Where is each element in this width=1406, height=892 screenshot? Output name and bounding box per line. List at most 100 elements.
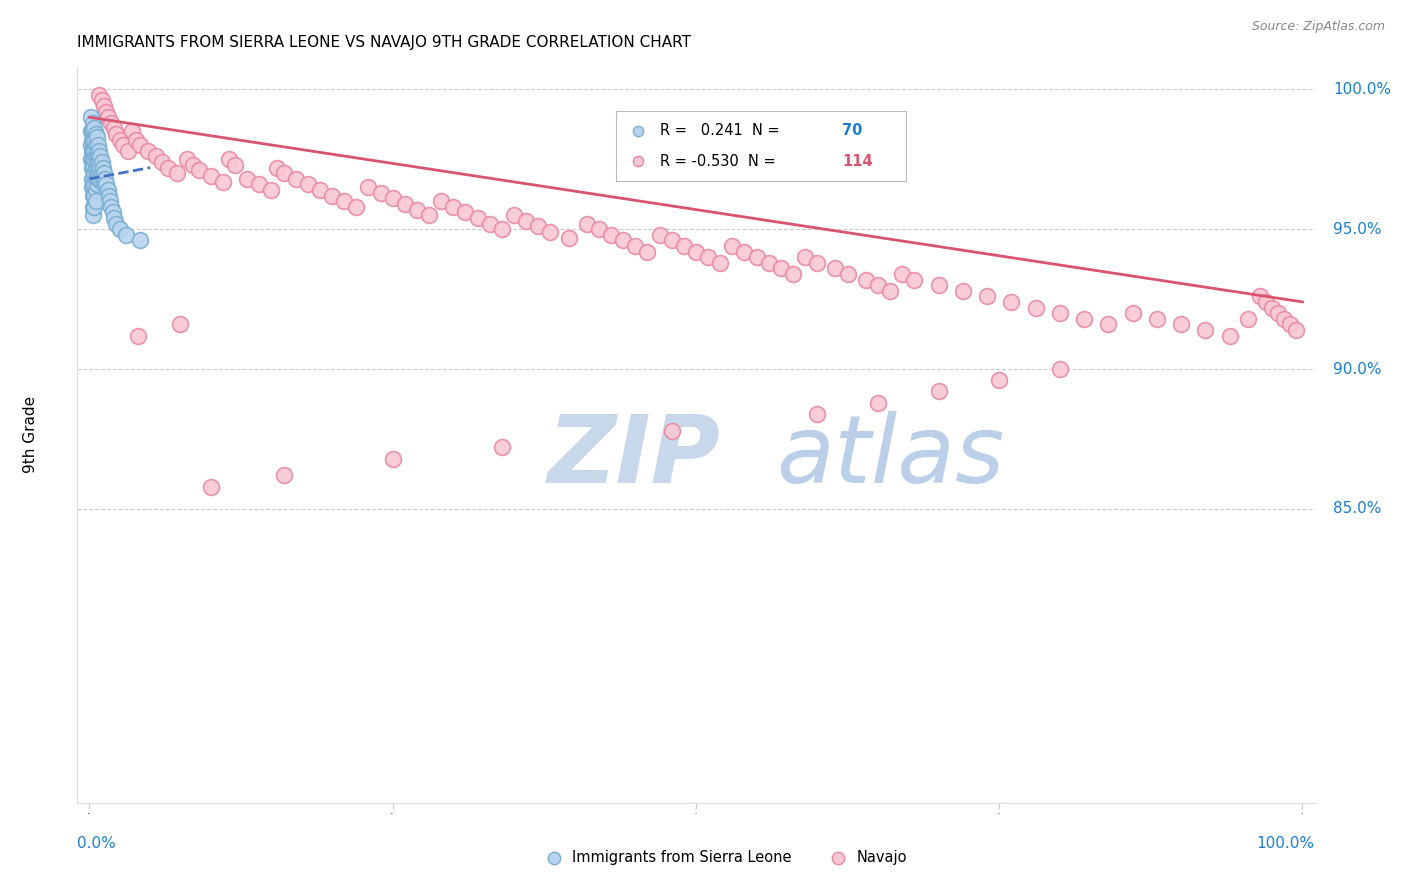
Point <box>105 127 128 141</box>
Point <box>1267 306 1289 320</box>
Point <box>108 222 131 236</box>
Point <box>381 451 404 466</box>
Point <box>406 202 429 217</box>
Text: 70: 70 <box>842 123 862 138</box>
Point <box>491 441 513 455</box>
Point <box>79 124 101 138</box>
Point <box>557 230 579 244</box>
Point <box>333 194 356 209</box>
Point <box>83 133 105 147</box>
Point <box>1170 318 1192 332</box>
Point <box>636 244 658 259</box>
Point <box>627 325 650 339</box>
Point <box>93 99 115 113</box>
Point <box>86 166 108 180</box>
Point <box>218 153 240 167</box>
Point <box>321 188 343 202</box>
Point <box>97 188 120 202</box>
Point <box>80 144 103 158</box>
Point <box>952 284 974 298</box>
Text: 100.0%: 100.0% <box>1257 836 1315 851</box>
Point <box>82 133 104 147</box>
Point <box>82 124 104 138</box>
Point <box>538 225 561 239</box>
Point <box>80 133 103 147</box>
Point <box>357 180 380 194</box>
Point <box>89 144 111 158</box>
Point <box>98 194 121 209</box>
Point <box>1025 301 1047 315</box>
Text: 114: 114 <box>842 154 873 169</box>
Point <box>80 124 103 138</box>
Point <box>97 183 120 197</box>
Point <box>855 272 877 286</box>
Text: 9th Grade: 9th Grade <box>22 396 38 474</box>
Point <box>1073 311 1095 326</box>
Point <box>127 328 149 343</box>
FancyBboxPatch shape <box>616 111 907 181</box>
Point <box>309 183 332 197</box>
Point <box>588 222 610 236</box>
Point <box>112 138 135 153</box>
Text: Source: ZipAtlas.com: Source: ZipAtlas.com <box>1251 20 1385 33</box>
Point <box>90 155 112 169</box>
Point <box>344 200 367 214</box>
Point <box>84 194 107 209</box>
Point <box>83 153 105 167</box>
Point <box>794 250 817 264</box>
Point <box>89 87 111 102</box>
Point <box>80 153 103 167</box>
Point <box>82 171 104 186</box>
Point <box>1279 318 1302 332</box>
Point <box>266 161 288 175</box>
Point <box>236 171 259 186</box>
Point <box>96 104 118 119</box>
Point <box>721 239 744 253</box>
Point <box>297 178 319 192</box>
Point <box>1272 311 1295 326</box>
Point <box>212 175 235 189</box>
Point <box>87 161 110 175</box>
Point <box>108 133 131 147</box>
Text: R =   0.241  N =: R = 0.241 N = <box>659 123 785 138</box>
Point <box>806 256 828 270</box>
Point <box>86 144 108 158</box>
Point <box>1254 294 1277 309</box>
Point <box>91 161 114 175</box>
Point <box>83 178 105 192</box>
Point <box>83 166 105 180</box>
Point <box>503 208 526 222</box>
Point <box>79 153 101 167</box>
Point <box>394 197 416 211</box>
Point <box>84 171 107 186</box>
Point <box>87 171 110 186</box>
Point <box>661 424 683 438</box>
Point <box>96 178 118 192</box>
Text: 85.0%: 85.0% <box>1333 501 1382 516</box>
Point <box>93 178 115 192</box>
Point <box>150 155 173 169</box>
Point <box>100 200 122 214</box>
Point <box>100 116 122 130</box>
Point <box>1261 301 1284 315</box>
Point <box>103 121 125 136</box>
Point <box>224 158 246 172</box>
Point <box>1049 362 1071 376</box>
Point <box>1194 323 1216 337</box>
Point <box>575 217 598 231</box>
Point <box>260 183 283 197</box>
Point <box>1122 306 1144 320</box>
Point <box>782 267 804 281</box>
Point <box>866 278 889 293</box>
Point <box>284 171 307 186</box>
Point <box>84 161 107 175</box>
Point <box>80 171 103 186</box>
Point <box>101 205 124 219</box>
Point <box>86 178 108 192</box>
Point <box>80 180 103 194</box>
Point <box>478 217 501 231</box>
Text: atlas: atlas <box>776 411 1005 502</box>
Point <box>837 267 859 281</box>
Point <box>454 205 477 219</box>
Text: Immigrants from Sierra Leone: Immigrants from Sierra Leone <box>572 850 792 865</box>
